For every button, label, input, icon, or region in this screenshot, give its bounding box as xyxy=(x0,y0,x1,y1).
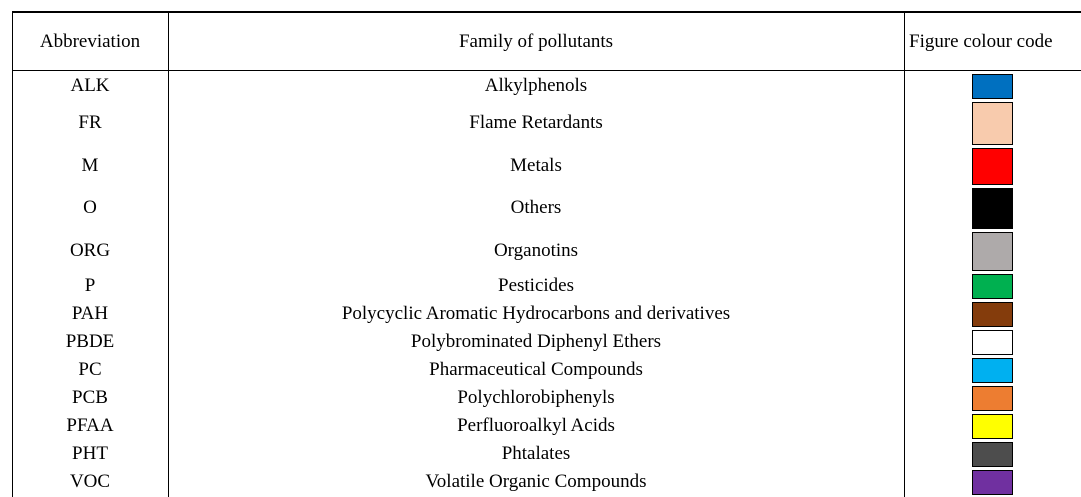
header-cell: Figure colour code xyxy=(909,30,1053,52)
colour-swatch xyxy=(972,274,1013,299)
abbreviation-cell: PBDE xyxy=(65,331,115,352)
top-border xyxy=(12,11,1081,13)
colour-swatch xyxy=(972,442,1013,467)
family-cell: Phtalates xyxy=(501,443,571,464)
header-cell: Family of pollutants xyxy=(458,30,614,52)
family-cell: Alkylphenols xyxy=(484,75,588,96)
abbreviation-cell: PAH xyxy=(71,303,109,324)
family-cell: Flame Retardants xyxy=(469,112,603,133)
abbreviation-cell: ALK xyxy=(70,75,110,96)
abbreviation-cell: FR xyxy=(78,112,102,133)
abbreviation-cell: O xyxy=(83,197,97,218)
family-cell: Volatile Organic Compounds xyxy=(425,471,647,492)
column-border xyxy=(12,11,13,497)
abbreviation-cell: M xyxy=(81,155,99,176)
family-cell: Polycyclic Aromatic Hydrocarbons and der… xyxy=(341,303,731,324)
abbreviation-cell: VOC xyxy=(69,471,111,492)
family-cell: Others xyxy=(510,197,562,218)
abbreviation-cell: ORG xyxy=(69,240,111,261)
colour-swatch xyxy=(972,302,1013,327)
abbreviation-cell: PFAA xyxy=(66,415,114,436)
colour-swatch xyxy=(972,102,1013,145)
abbreviation-cell: PC xyxy=(78,359,102,380)
family-cell: Perfluoroalkyl Acids xyxy=(457,415,615,436)
colour-swatch xyxy=(972,232,1013,271)
colour-swatch xyxy=(972,470,1013,495)
family-cell: Pesticides xyxy=(498,275,574,296)
colour-swatch xyxy=(972,330,1013,355)
header-border xyxy=(12,70,1081,71)
family-cell: Metals xyxy=(510,155,562,176)
column-border xyxy=(904,11,905,497)
family-cell: Polychlorobiphenyls xyxy=(457,387,615,408)
colour-swatch xyxy=(972,414,1013,439)
abbreviation-cell: PHT xyxy=(72,443,108,464)
colour-swatch xyxy=(972,188,1013,229)
colour-swatch xyxy=(972,74,1013,99)
family-cell: Pharmaceutical Compounds xyxy=(429,359,643,380)
family-cell: Polybrominated Diphenyl Ethers xyxy=(410,331,662,352)
colour-swatch xyxy=(972,386,1013,411)
abbreviation-cell: P xyxy=(84,275,96,296)
colour-swatch xyxy=(972,148,1013,185)
column-border xyxy=(168,11,169,497)
header-cell: Abbreviation xyxy=(39,30,141,52)
colour-swatch xyxy=(972,358,1013,383)
abbreviation-cell: PCB xyxy=(72,387,108,408)
family-cell: Organotins xyxy=(493,240,579,261)
